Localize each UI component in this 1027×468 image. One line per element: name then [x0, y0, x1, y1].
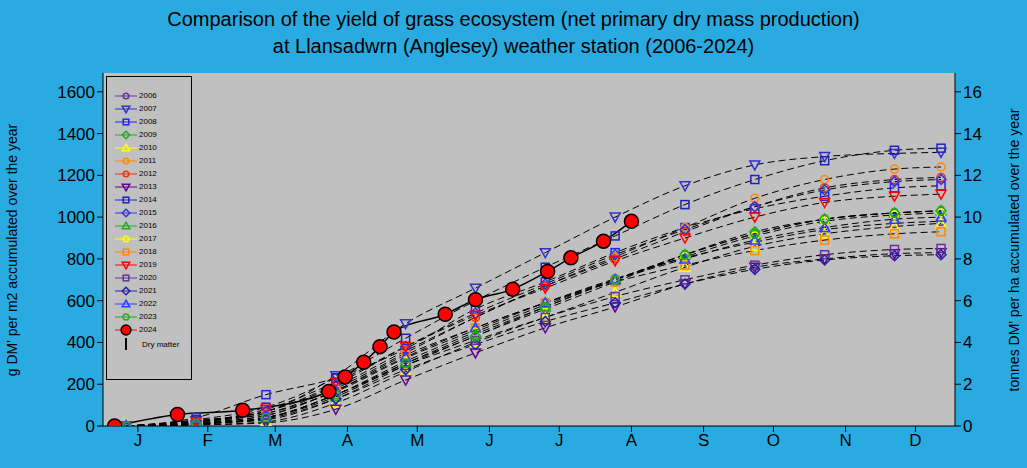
- svg-text:600: 600: [67, 292, 95, 311]
- html-text:2021: 2021: [139, 286, 157, 295]
- svg-text:J: J: [134, 431, 143, 450]
- html-text:2017: 2017: [139, 234, 157, 243]
- svg-text:1200: 1200: [57, 166, 95, 185]
- svg-text:A: A: [626, 431, 638, 450]
- html-text:Dry matter: Dry matter: [142, 339, 180, 349]
- svg-text:12: 12: [963, 166, 982, 185]
- svg-text:1600: 1600: [57, 83, 95, 102]
- html-text:2008: 2008: [139, 117, 157, 126]
- svg-text:8: 8: [963, 250, 972, 269]
- html-text:g DM' per m2 accumulated over: g DM' per m2 accumulated over the year: [4, 123, 20, 377]
- svg-text:M: M: [268, 431, 282, 450]
- svg-text:J: J: [485, 431, 494, 450]
- svg-text:200: 200: [67, 375, 95, 394]
- svg-text:0: 0: [963, 417, 972, 436]
- html-text:2012: 2012: [139, 169, 157, 178]
- html-text:2014: 2014: [139, 195, 157, 204]
- html-text:at Llansadwrn (Anglesey) weath: at Llansadwrn (Anglesey) weather station…: [272, 35, 755, 57]
- html-text:2009: 2009: [139, 130, 157, 139]
- svg-text:1000: 1000: [57, 208, 95, 227]
- html-text:2020: 2020: [139, 273, 157, 282]
- html-text:2023: 2023: [139, 312, 157, 321]
- svg-text:N: N: [839, 431, 851, 450]
- svg-text:0: 0: [86, 417, 95, 436]
- html-text:2019: 2019: [139, 260, 157, 269]
- html-text:2018: 2018: [139, 247, 157, 256]
- svg-text:10: 10: [963, 208, 982, 227]
- svg-text:F: F: [203, 431, 213, 450]
- svg-text:4: 4: [963, 333, 972, 352]
- html-text:2022: 2022: [139, 299, 157, 308]
- html-text:2007: 2007: [139, 104, 157, 113]
- html-text:2013: 2013: [139, 182, 157, 191]
- html-text:2016: 2016: [139, 221, 157, 230]
- svg-text:1400: 1400: [57, 125, 95, 144]
- html-text:2011: 2011: [139, 156, 157, 165]
- svg-text:14: 14: [963, 125, 982, 144]
- svg-text:A: A: [342, 431, 354, 450]
- svg-text:J: J: [555, 431, 564, 450]
- svg-text:S: S: [698, 431, 709, 450]
- svg-text:6: 6: [963, 292, 972, 311]
- svg-text:M: M: [410, 431, 424, 450]
- svg-text:O: O: [767, 431, 780, 450]
- html-text:2024: 2024: [139, 325, 157, 334]
- svg-text:16: 16: [963, 83, 982, 102]
- html-text:2006: 2006: [139, 91, 157, 100]
- svg-text:2: 2: [963, 375, 972, 394]
- svg-text:400: 400: [67, 333, 95, 352]
- html-text:Comparison of the yield of gra: Comparison of the yield of grass ecosyst…: [167, 8, 860, 30]
- html-text:2010: 2010: [139, 143, 157, 152]
- html-text:tonnes DM' per ha accumulated: tonnes DM' per ha accumulated over the y…: [1006, 108, 1022, 392]
- svg-text:D: D: [909, 431, 921, 450]
- svg-text:800: 800: [67, 250, 95, 269]
- html-text:2015: 2015: [139, 208, 157, 217]
